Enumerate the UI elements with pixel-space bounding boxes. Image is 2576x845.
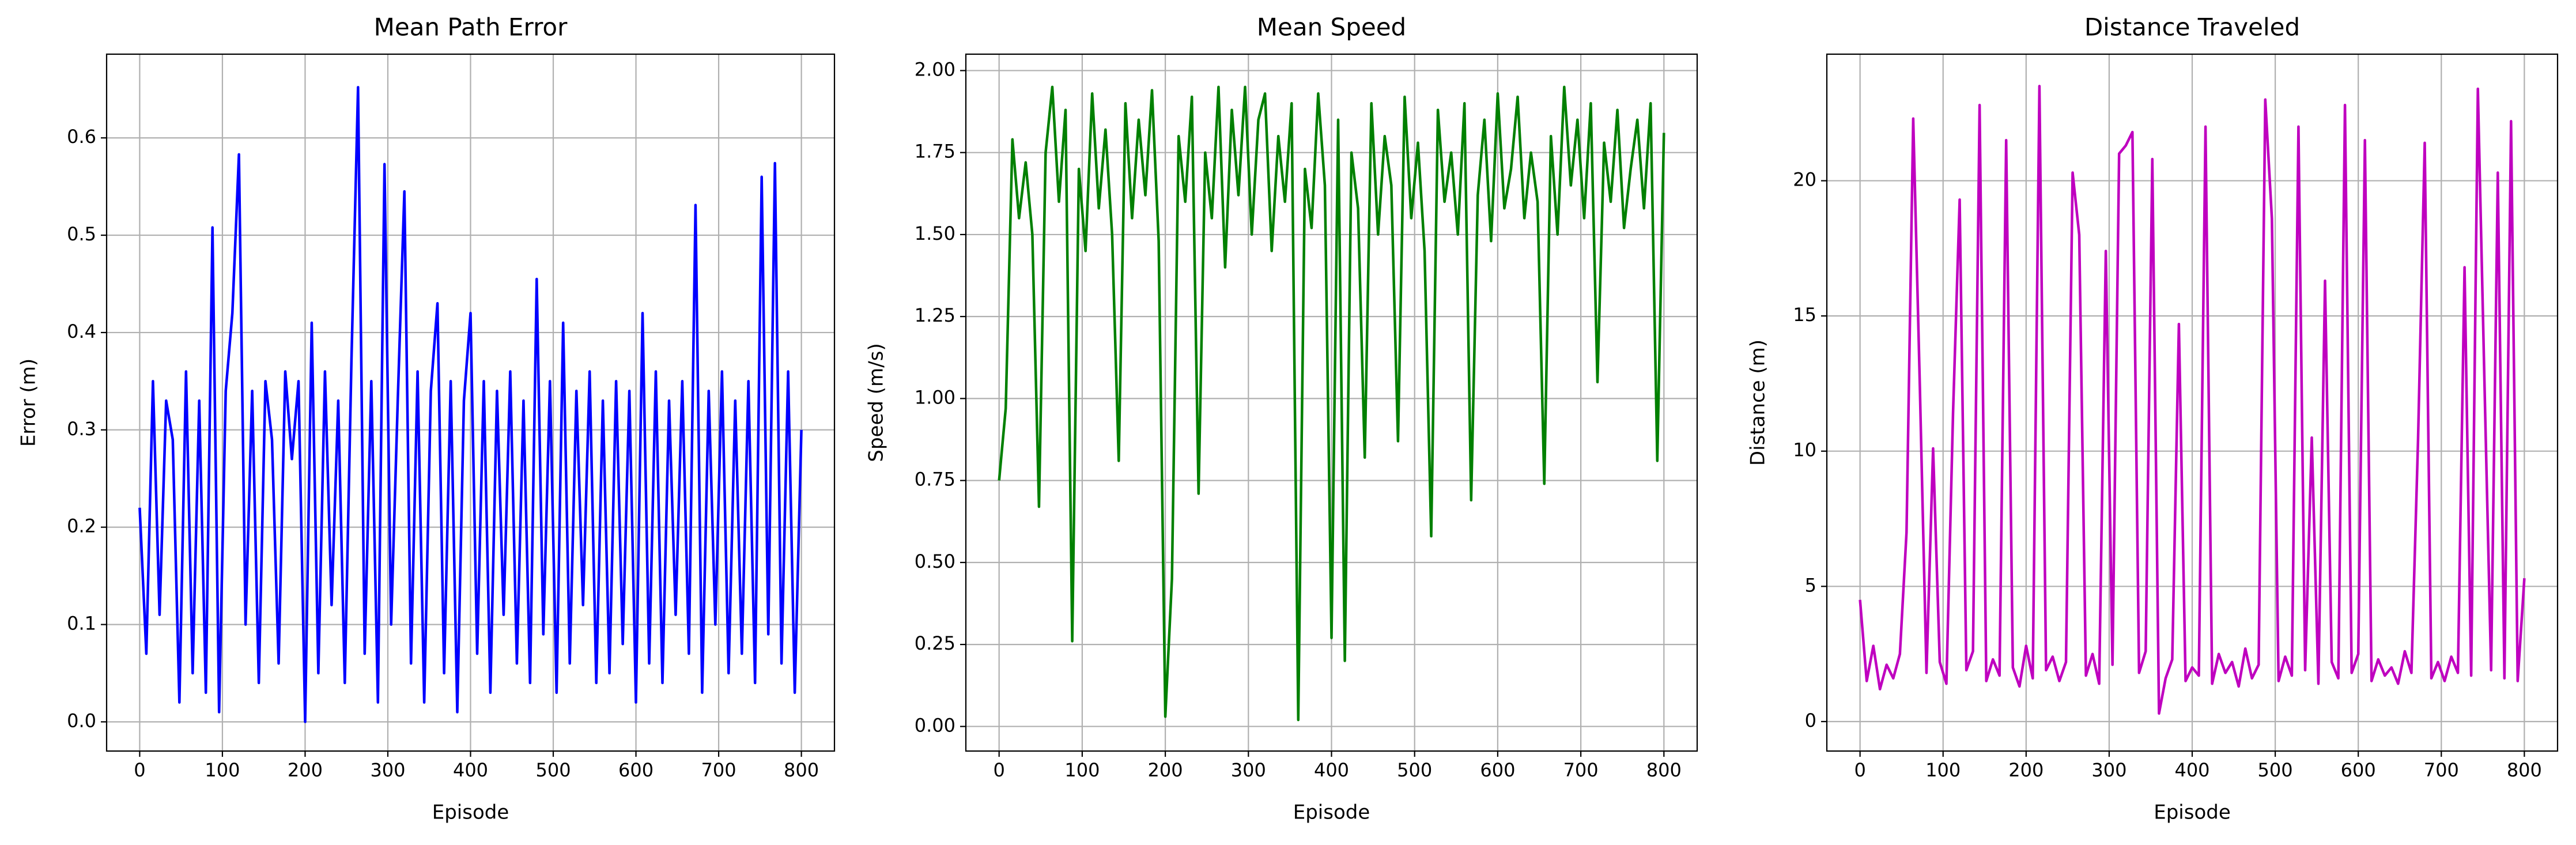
x-tick-label: 0 [1854,759,1865,781]
data-line [1859,85,2526,715]
x-tick-label: 300 [2091,759,2126,781]
y-tick-label: 0.5 [67,223,96,245]
y-tick-label: 20 [1793,169,1816,191]
x-tick-label: 500 [1397,759,1432,781]
y-tick-label: 0.00 [915,714,955,736]
y-tick-label: 0.25 [915,632,955,654]
chart-panel: Mean Path Error Episode Error (m) 0 100 200 30… [17,13,836,824]
chart-title: Mean Speed [1257,13,1406,42]
y-tick-label: 15 [1793,304,1816,326]
x-tick-label: 400 [1314,759,1349,781]
x-tick-label: 600 [618,759,654,781]
x-tick-label: 100 [1064,759,1100,781]
x-tick-label: 100 [1925,759,1961,781]
y-tick-label: 0.4 [67,320,96,342]
x-tick-label: 300 [1231,759,1266,781]
x-axis-label: Episode [432,801,509,824]
x-tick-label: 800 [784,759,819,781]
x-axis-label: Episode [1293,801,1370,824]
x-tick-label: 700 [2424,759,2459,781]
y-tick-label: 0.3 [67,418,96,440]
y-tick-label: 0.0 [67,710,96,731]
y-tick-label: 0 [1805,710,1816,731]
y-tick-label: 0.75 [915,469,955,491]
x-tick-label: 0 [134,759,145,781]
y-tick-label: 1.50 [915,222,955,244]
y-tick-label: 5 [1805,574,1816,596]
x-tick-label: 600 [2341,759,2376,781]
x-tick-label: 700 [1563,759,1599,781]
x-tick-label: 400 [453,759,488,781]
axes-frame [105,53,836,752]
x-tick-label: 200 [1148,759,1183,781]
data-line [138,86,803,723]
y-axis-label: Speed (m/s) [865,343,888,462]
y-tick-label: 0.2 [67,515,96,537]
x-tick-label: 600 [1480,759,1515,781]
y-tick-label: 1.75 [915,141,955,163]
x-tick-label: 400 [2174,759,2209,781]
y-tick-label: 0.50 [915,550,955,572]
chart-title: Mean Path Error [374,13,568,42]
x-tick-label: 100 [205,759,240,781]
x-tick-label: 200 [2008,759,2044,781]
y-tick-label: 2.00 [915,58,955,80]
x-tick-label: 300 [370,759,405,781]
data-line [998,85,1665,722]
x-tick-label: 800 [2507,759,2542,781]
axes-frame [965,53,1698,752]
axes-frame [1826,53,2559,752]
x-tick-label: 700 [701,759,736,781]
x-tick-label: 200 [288,759,323,781]
y-tick-label: 1.00 [915,386,955,408]
y-tick-label: 10 [1793,439,1816,461]
y-tick-label: 0.6 [67,126,96,148]
y-axis-label: Error (m) [17,359,40,447]
y-tick-label: 0.1 [67,612,96,634]
x-tick-label: 800 [1646,759,1682,781]
x-tick-label: 500 [2258,759,2293,781]
y-axis-label: Distance (m) [1747,339,1770,466]
y-tick-label: 1.25 [915,304,955,326]
x-tick-label: 500 [535,759,571,781]
chart-title: Distance Traveled [2084,13,2300,42]
x-axis-label: Episode [2154,801,2231,824]
chart-panel: Mean Speed Episode Speed (m/s) 0 100 200 300 40… [865,13,1698,824]
x-tick-label: 0 [994,759,1005,781]
